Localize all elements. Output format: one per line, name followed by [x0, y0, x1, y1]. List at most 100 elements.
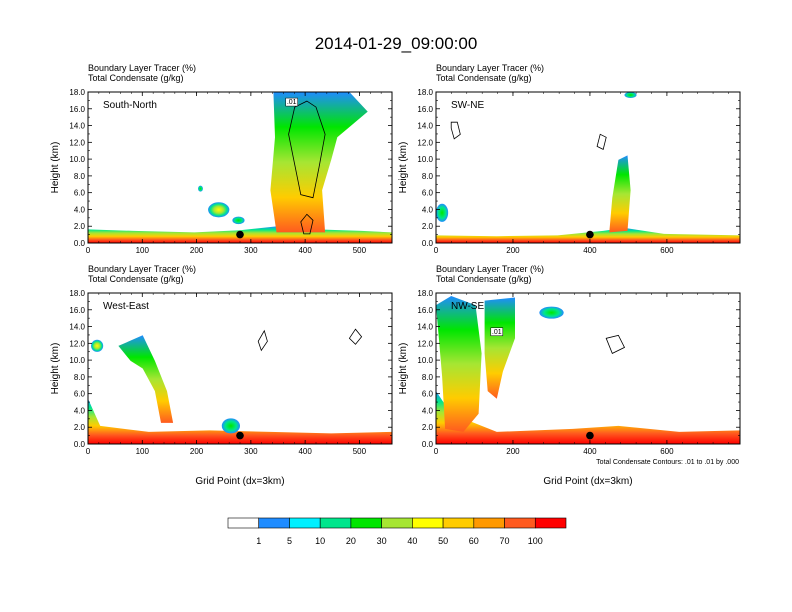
y-tick-label: 16.0 [417, 306, 433, 315]
y-tick-label: 0.0 [74, 440, 86, 449]
panel-nw-se: Boundary Layer Tracer (%)Total Condensat… [398, 264, 741, 487]
condensate-contour [257, 329, 268, 352]
y-tick-label: 4.0 [422, 406, 434, 415]
panel-condensate-label: Total Condensate (g/kg) [88, 73, 184, 83]
x-tick-label: 400 [583, 246, 597, 255]
y-axis-title: Height (km) [398, 343, 409, 395]
colorbar-label: 70 [500, 536, 510, 546]
x-tick-label: 400 [583, 447, 597, 456]
y-tick-label: 18.0 [417, 88, 433, 97]
tracer-plume [270, 92, 368, 233]
panel-tracer-label: Boundary Layer Tracer (%) [88, 63, 196, 73]
tracer-cloud [208, 202, 230, 218]
y-tick-label: 10.0 [417, 155, 433, 164]
panel-region-name: West-East [103, 301, 149, 312]
y-tick-label: 4.0 [74, 406, 86, 415]
x-tick-label: 400 [298, 447, 312, 456]
condensate-contour [300, 213, 314, 235]
contour-label-box [285, 97, 298, 107]
boundary-layer-band [88, 398, 392, 444]
x-tick-label: 100 [136, 447, 150, 456]
x-tick-label: 600 [660, 246, 674, 255]
tracer-cloud [198, 185, 203, 192]
colorbar-swatch [227, 517, 260, 529]
x-tick-label: 100 [136, 246, 150, 255]
condensate-contour [348, 328, 363, 345]
colorbar-label: 5 [287, 536, 292, 546]
contour-value-label: .01 [492, 329, 502, 336]
y-tick-label: 14.0 [69, 323, 85, 332]
y-tick-label: 14.0 [417, 122, 433, 131]
panel-region-name: SW-NE [451, 100, 484, 111]
field-layer [88, 328, 392, 444]
x-tick-label: 0 [434, 246, 439, 255]
y-axis-title: Height (km) [398, 142, 409, 194]
y-axis-title: Height (km) [50, 343, 61, 395]
colorbar-swatch [473, 517, 505, 529]
colorbar-swatch [381, 517, 413, 529]
y-tick-label: 10.0 [69, 356, 85, 365]
x-tick-label: 500 [353, 447, 367, 456]
y-tick-label: 6.0 [74, 189, 86, 198]
contour-value-label: .01 [287, 99, 297, 106]
x-tick-label: 200 [190, 447, 204, 456]
location-marker [236, 230, 244, 239]
y-tick-label: 0.0 [422, 440, 434, 449]
colorbar-label: 60 [469, 536, 479, 546]
y-tick-label: 0.0 [74, 239, 86, 248]
x-tick-label: 0 [434, 447, 439, 456]
y-tick-label: 16.0 [69, 105, 85, 114]
panel-region-name: South-North [103, 100, 157, 111]
tracer-plume [609, 155, 631, 233]
y-tick-label: 4.0 [422, 205, 434, 214]
tracer-cloud [436, 203, 449, 222]
colorbar-swatch [412, 517, 444, 529]
y-tick-label: 18.0 [417, 289, 433, 298]
plot-frame [435, 91, 741, 244]
y-tick-label: 12.0 [69, 339, 85, 348]
y-tick-label: 2.0 [74, 423, 86, 432]
condensate-contour [605, 334, 626, 354]
x-tick-label: 600 [660, 447, 674, 456]
x-tick-label: 200 [506, 447, 520, 456]
colorbar-swatch [534, 517, 567, 529]
y-tick-label: 18.0 [69, 289, 85, 298]
y-tick-label: 6.0 [74, 390, 86, 399]
panel-region-name: NW-SE [451, 301, 484, 312]
tracer-cloud [232, 216, 245, 225]
y-tick-label: 8.0 [422, 172, 434, 181]
tracer-cloud [624, 92, 637, 99]
y-tick-label: 2.0 [422, 222, 434, 231]
condensate-contour [288, 100, 326, 199]
y-tick-label: 12.0 [417, 339, 433, 348]
y-tick-label: 8.0 [74, 172, 86, 181]
y-tick-label: 2.0 [74, 222, 86, 231]
colorbar-label: 10 [315, 536, 325, 546]
y-tick-label: 18.0 [69, 88, 85, 97]
panel-west-east: Boundary Layer Tracer (%)Total Condensat… [50, 264, 393, 487]
tracer-plume [436, 296, 482, 432]
colorbar: 1 5 10 20 30 40 50 60 70 100 [227, 517, 567, 546]
plot-frame [435, 292, 741, 445]
x-tick-label: 300 [244, 447, 258, 456]
colorbar-swatch [442, 517, 475, 529]
colorbar-label: 30 [377, 536, 387, 546]
colorbar-swatch [319, 517, 352, 529]
boundary-layer-band [436, 391, 740, 444]
colorbar-label: 1 [256, 536, 261, 546]
y-axis-title: Height (km) [50, 142, 61, 194]
y-tick-label: 4.0 [74, 205, 86, 214]
x-tick-label: 0 [86, 246, 91, 255]
panel-south-north: Boundary Layer Tracer (%)Total Condensat… [50, 63, 393, 255]
y-tick-label: 14.0 [69, 122, 85, 131]
y-tick-label: 2.0 [422, 423, 434, 432]
tracer-cloud [221, 418, 241, 434]
colorbar-swatch [504, 517, 536, 529]
location-marker [586, 431, 594, 440]
x-tick-label: 500 [353, 246, 367, 255]
x-tick-label: 200 [190, 246, 204, 255]
colorbar-swatch [289, 517, 321, 529]
colorbar-label: 20 [346, 536, 356, 546]
y-tick-label: 10.0 [69, 155, 85, 164]
